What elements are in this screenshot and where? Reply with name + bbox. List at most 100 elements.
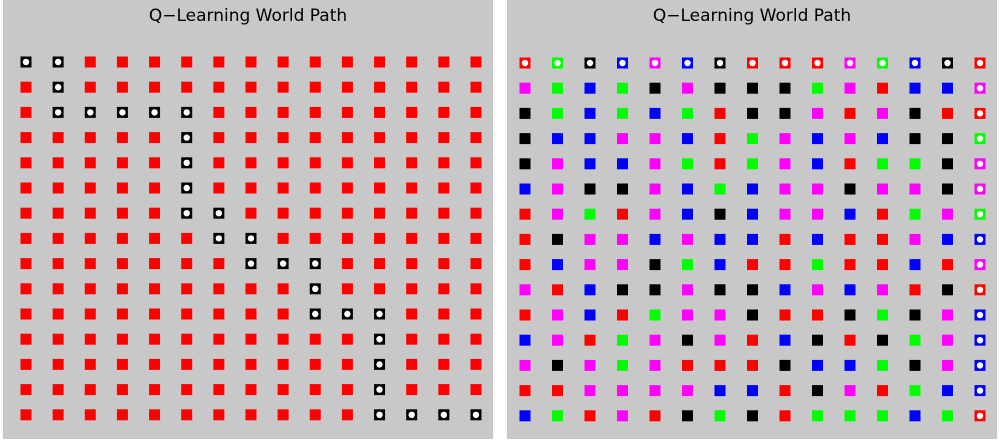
cell [617, 107, 628, 119]
cell [116, 384, 128, 396]
cell [341, 409, 353, 421]
cell [844, 158, 856, 170]
cell [470, 358, 482, 370]
cell [309, 182, 321, 194]
cell [470, 283, 482, 295]
cell [181, 81, 193, 93]
cell [84, 132, 96, 144]
cell [649, 259, 661, 271]
cell [20, 283, 32, 295]
path-marker [376, 310, 383, 318]
cell [942, 133, 953, 145]
cell [779, 82, 791, 94]
cell [406, 81, 418, 93]
cell [341, 333, 353, 345]
cell [812, 233, 823, 245]
panel-title: Q−Learning World Path [149, 6, 347, 26]
cell [617, 233, 628, 245]
cell [84, 157, 96, 169]
cell [617, 284, 628, 296]
cell [309, 207, 321, 219]
cell [52, 182, 64, 194]
path-marker [312, 310, 319, 318]
cell [812, 107, 823, 119]
cell [779, 359, 791, 371]
cell [844, 284, 856, 296]
cell [714, 309, 726, 321]
path-marker [183, 210, 190, 217]
cell [617, 158, 628, 170]
cell [341, 157, 353, 169]
cell [341, 182, 353, 194]
cell [682, 82, 693, 94]
cell [909, 133, 921, 145]
cell [519, 259, 531, 271]
cell [747, 259, 758, 271]
cell [116, 333, 128, 345]
cell [942, 334, 953, 346]
cell [213, 56, 225, 68]
cell [942, 410, 953, 422]
cell [779, 208, 791, 220]
cell [682, 158, 693, 170]
cell [277, 283, 289, 295]
cell [116, 283, 128, 295]
cell [779, 107, 791, 119]
cell [779, 385, 791, 397]
cell [341, 132, 353, 144]
path-marker [749, 59, 756, 67]
cell [20, 157, 32, 169]
path-marker [976, 261, 984, 268]
cell [909, 208, 921, 220]
cell [909, 385, 921, 397]
path-marker [183, 159, 190, 166]
cell [747, 385, 758, 397]
cell [84, 182, 96, 194]
cell [812, 385, 823, 397]
cell [470, 56, 482, 68]
cell [877, 133, 888, 145]
cell [341, 81, 353, 93]
cell [714, 233, 726, 245]
cell [470, 182, 482, 194]
cell [181, 308, 193, 320]
cell [277, 81, 289, 93]
cell [519, 208, 531, 220]
cell [438, 81, 450, 93]
cell [309, 409, 321, 421]
cell [52, 232, 64, 244]
path-marker [976, 211, 984, 218]
cell [406, 106, 418, 118]
cell [245, 106, 257, 118]
cell [84, 358, 96, 370]
cell [942, 385, 953, 397]
path-marker [54, 58, 62, 66]
cell [649, 208, 661, 220]
cell [584, 82, 596, 94]
cell [470, 81, 482, 93]
cell [714, 82, 726, 94]
path-marker [376, 336, 383, 343]
cell [617, 334, 628, 346]
cell [617, 359, 628, 371]
cell [341, 258, 353, 270]
cell [682, 233, 693, 245]
cell [519, 334, 531, 346]
cell [20, 409, 32, 421]
cell [309, 333, 321, 345]
path-marker [586, 59, 594, 67]
cell [374, 56, 386, 68]
cell [406, 207, 418, 219]
cell [617, 82, 628, 94]
cell [245, 333, 257, 345]
cell [942, 309, 953, 321]
cell [277, 384, 289, 396]
cell [552, 107, 563, 119]
cell [877, 284, 888, 296]
cell [406, 132, 418, 144]
path-marker [814, 59, 821, 67]
cell [584, 183, 596, 195]
cell [116, 157, 128, 169]
cell [714, 133, 726, 145]
cell [52, 283, 64, 295]
